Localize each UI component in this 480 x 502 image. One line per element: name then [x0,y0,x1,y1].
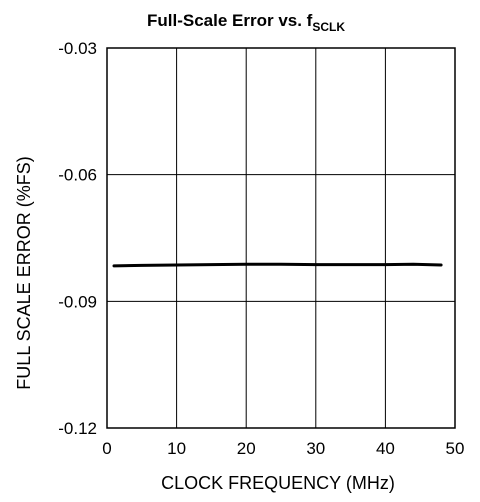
chart-title-main: Full-Scale Error vs. f [147,11,313,30]
y-tick-label: -0.03 [58,39,97,58]
y-tick-labels: -0.03 -0.06 -0.09 -0.12 [58,39,97,438]
series-layer [112,262,443,268]
grid [107,48,455,428]
y-tick-label: -0.09 [58,292,97,311]
plot-area-frame [106,47,456,429]
x-tick-labels: 0 10 20 30 40 50 [102,439,464,458]
x-axis-label: CLOCK FREQUENCY (MHz) [161,473,395,493]
x-tick-label: 20 [237,439,256,458]
x-tick-label: 10 [167,439,186,458]
x-tick-label: 40 [376,439,395,458]
y-tick-label: -0.06 [58,166,97,185]
chart-title: Full-Scale Error vs. fSCLK [147,11,345,34]
chart-title-subscript: SCLK [312,20,345,34]
y-tick-label: -0.12 [58,419,97,438]
series-line [112,262,443,268]
x-tick-label: 30 [306,439,325,458]
y-axis-label: FULL SCALE ERROR (%FS) [14,156,34,389]
x-tick-label: 50 [446,439,465,458]
x-tick-label: 0 [102,439,111,458]
